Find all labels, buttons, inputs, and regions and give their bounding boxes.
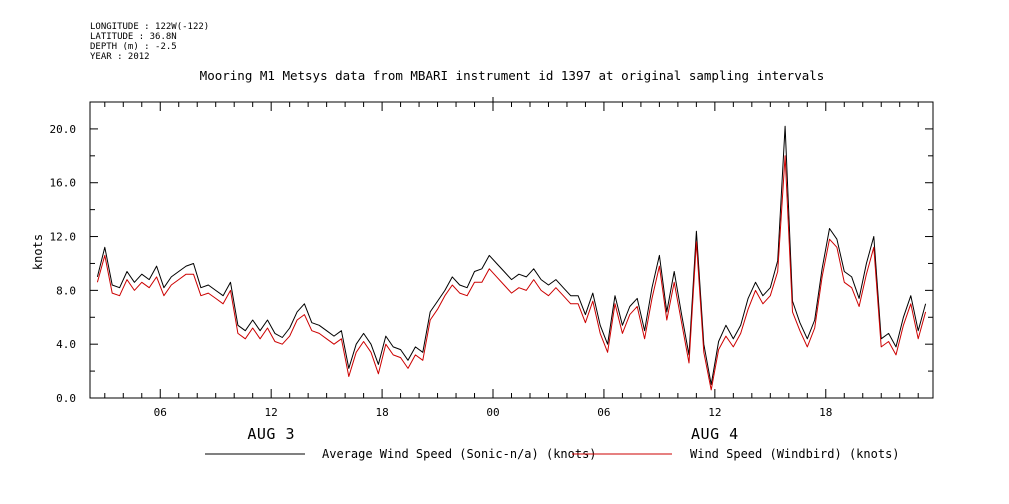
- y-tick-label: 12.0: [50, 231, 77, 244]
- date-label: AUG 3: [247, 425, 295, 443]
- x-tick-label: 06: [154, 406, 167, 419]
- depth-text: DEPTH (m) : -2.5: [90, 42, 177, 52]
- series-line-2: [96, 155, 927, 391]
- chart-title: Mooring M1 Metsys data from MBARI instru…: [200, 68, 825, 83]
- metadata-block: LONGITUDE : 122W(-122) LATITUDE : 36.8N …: [90, 22, 209, 62]
- x-tick-label: 18: [375, 406, 388, 419]
- series-layer: [96, 125, 927, 391]
- x-tick-label: 00: [486, 406, 499, 419]
- year-text: YEAR : 2012: [90, 52, 150, 62]
- y-tick-label: 0.0: [56, 392, 76, 405]
- plot-frame: [89, 101, 934, 399]
- series-line-1: [96, 125, 927, 385]
- y-tick-label: 8.0: [56, 284, 76, 297]
- y-axis-label: knots: [31, 234, 45, 270]
- legend-label-1: Average Wind Speed (Sonic-n/a) (knots): [322, 447, 597, 461]
- x-tick-label: 12: [708, 406, 721, 419]
- x-tick-label: 12: [265, 406, 278, 419]
- axes-layer: 0.0 4.0 8.0 12.0 16.0 20.0 06 12 18 00 06 12 18 AUG 3…: [50, 97, 933, 443]
- x-tick-label: 06: [597, 406, 610, 419]
- x-tick-label: 18: [819, 406, 832, 419]
- legend-label-2: Wind Speed (Windbird) (knots): [690, 447, 900, 461]
- longitude-text: LONGITUDE : 122W(-122): [90, 22, 210, 32]
- latitude-text: LATITUDE : 36.8N: [90, 32, 177, 42]
- y-tick-label: 4.0: [56, 338, 76, 351]
- y-tick-label: 20.0: [50, 123, 77, 136]
- date-label: AUG 4: [691, 425, 739, 443]
- legend: Average Wind Speed (Sonic-n/a) (knots) Wi…: [205, 447, 900, 461]
- y-tick-label: 16.0: [50, 177, 77, 190]
